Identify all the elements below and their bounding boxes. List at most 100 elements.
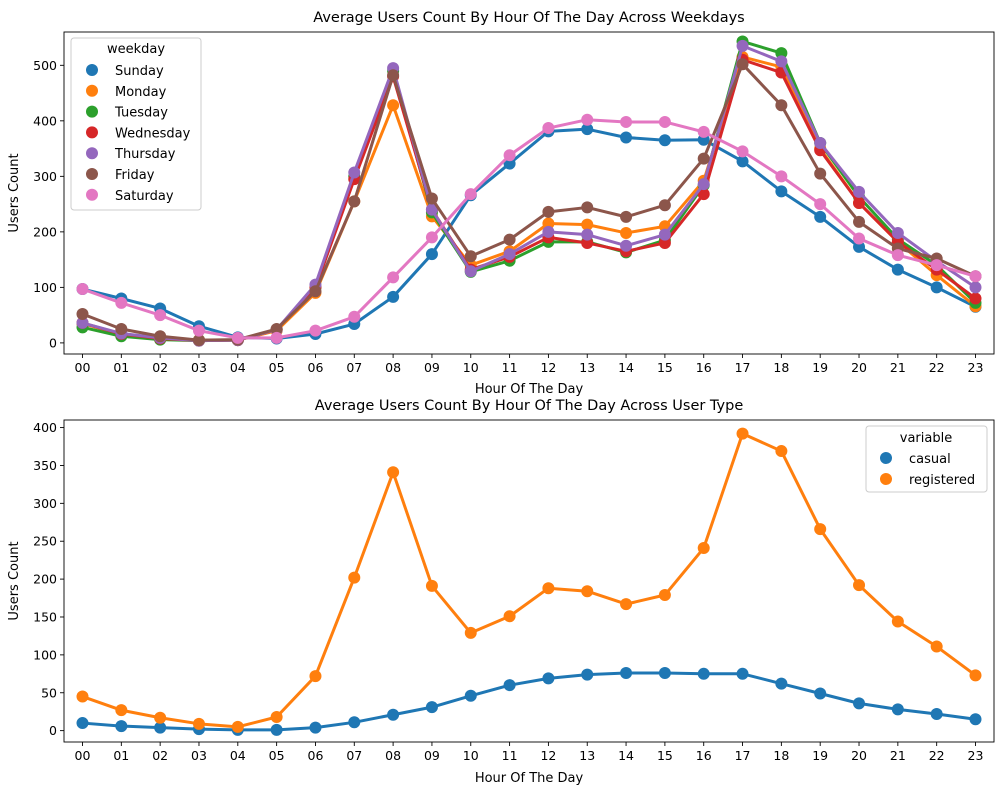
data-point-casual [309, 721, 322, 734]
data-point-thursday [969, 281, 982, 294]
data-point-saturday [76, 283, 89, 296]
y-tick-label: 100 [33, 280, 57, 295]
data-point-casual [969, 713, 982, 726]
user-type-legend-title: variable [900, 431, 952, 446]
data-point-registered [581, 585, 594, 598]
user-type-legend-box [865, 425, 988, 493]
data-point-casual [115, 720, 128, 733]
data-point-saturday [115, 296, 128, 309]
data-point-casual [620, 667, 633, 680]
legend-marker-monday [86, 84, 98, 97]
data-point-friday [814, 167, 827, 180]
data-point-registered [853, 579, 866, 592]
data-point-saturday [192, 324, 205, 337]
x-tick-label: 17 [735, 748, 751, 763]
data-point-saturday [270, 331, 283, 344]
data-point-registered [891, 615, 904, 628]
data-point-sunday [425, 248, 438, 261]
data-point-friday [542, 205, 555, 218]
data-point-wednesday [658, 236, 671, 249]
data-point-registered [814, 523, 827, 536]
data-point-thursday [736, 39, 749, 52]
data-point-registered [425, 579, 438, 592]
y-tick-label: 250 [33, 534, 57, 549]
data-point-casual [697, 667, 710, 680]
x-tick-label: 12 [540, 360, 556, 375]
weekday-x-axis-label: Hour Of The Day [475, 382, 584, 397]
series-friday [76, 58, 982, 347]
data-point-thursday [814, 137, 827, 150]
data-point-friday [348, 195, 361, 208]
x-tick-label: 07 [346, 748, 362, 763]
data-point-registered [503, 610, 516, 623]
legend-marker-friday [86, 168, 98, 180]
data-point-registered [464, 626, 477, 639]
x-tick-label: 05 [269, 748, 285, 763]
series-casual [76, 667, 982, 736]
x-tick-label: 10 [463, 360, 479, 375]
y-tick-label: 50 [41, 685, 57, 700]
data-point-casual [154, 721, 167, 734]
data-point-registered [969, 669, 982, 682]
data-point-sunday [891, 263, 904, 276]
data-point-casual [425, 701, 438, 714]
user-type-chart-title: Average Users Count By Hour Of The Day A… [315, 398, 744, 414]
data-point-friday [192, 334, 205, 347]
data-point-friday [775, 99, 788, 112]
data-point-saturday [736, 145, 749, 158]
x-tick-label: 09 [424, 748, 440, 763]
data-point-thursday [464, 265, 477, 278]
data-point-wednesday [581, 236, 594, 249]
y-tick-label: 400 [33, 113, 57, 128]
x-tick-label: 15 [657, 360, 673, 375]
series-saturday [76, 113, 982, 344]
data-point-saturday [775, 170, 788, 183]
x-tick-label: 19 [812, 360, 828, 375]
data-point-sunday [658, 134, 671, 147]
x-tick-label: 23 [968, 360, 984, 375]
data-point-registered [697, 542, 710, 555]
data-point-saturday [697, 125, 710, 138]
data-point-friday [154, 330, 167, 343]
data-point-saturday [930, 259, 943, 272]
legend-label-friday: Friday [115, 168, 155, 183]
x-tick-label: 18 [773, 360, 789, 375]
x-tick-label: 22 [929, 360, 945, 375]
data-point-friday [503, 233, 516, 246]
data-point-thursday [620, 239, 633, 252]
series-line-registered [82, 432, 977, 729]
data-point-casual [76, 717, 89, 730]
data-point-registered [76, 690, 89, 703]
data-point-casual [542, 672, 555, 685]
data-point-friday [620, 210, 633, 223]
data-point-sunday [581, 123, 594, 136]
data-point-friday [853, 215, 866, 228]
x-tick-label: 04 [230, 360, 246, 375]
x-tick-label: 01 [113, 360, 129, 375]
data-point-saturday [891, 249, 904, 262]
data-point-saturday [814, 198, 827, 211]
data-point-friday [697, 152, 710, 165]
series-registered [76, 427, 982, 733]
weekday-legend-box [70, 37, 202, 211]
data-point-saturday [154, 309, 167, 322]
y-tick-label: 100 [33, 647, 57, 662]
data-point-sunday [853, 240, 866, 253]
x-tick-label: 22 [929, 748, 945, 763]
data-point-friday [425, 192, 438, 205]
data-point-thursday [697, 178, 710, 191]
x-tick-label: 10 [463, 748, 479, 763]
data-point-saturday [542, 122, 555, 135]
data-point-saturday [658, 115, 671, 128]
data-point-saturday [620, 115, 633, 128]
data-point-casual [348, 716, 361, 729]
y-tick-label: 200 [33, 224, 57, 239]
x-tick-label: 08 [385, 360, 401, 375]
data-point-monday [387, 99, 400, 112]
data-point-saturday [581, 113, 594, 126]
data-point-thursday [658, 228, 671, 241]
data-point-wednesday [697, 188, 710, 201]
x-tick-label: 13 [579, 360, 595, 375]
data-point-registered [387, 466, 400, 479]
y-tick-label: 200 [33, 572, 57, 587]
